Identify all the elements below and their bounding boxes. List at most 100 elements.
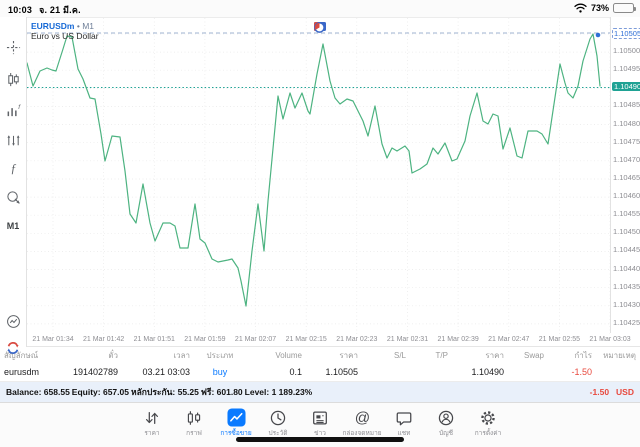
settings-icon xyxy=(479,408,497,427)
account-summary-bar[interactable]: Balance: 658.55 Equity: 657.05 หลักประกัน:… xyxy=(0,382,640,402)
tab-history[interactable]: ประวัติ xyxy=(257,408,299,438)
trade-icon xyxy=(226,408,246,427)
tab-label: กราฟ xyxy=(186,430,202,437)
crosshair-icon[interactable] xyxy=(0,38,26,56)
position-cell: eurusdm xyxy=(4,367,40,377)
chart-symbol-description: Euro vs US Dollar xyxy=(31,31,99,41)
quotes-icon xyxy=(143,408,161,427)
time-tick-label: 21 Mar 02:07 xyxy=(234,336,277,343)
column-header: เวลา xyxy=(173,350,190,360)
status-time-date: 10:03 จ. 21 มี.ค. xyxy=(8,3,81,17)
position-cell: 1.10490 xyxy=(471,367,504,377)
time-tick-label: 21 Mar 01:34 xyxy=(32,336,74,343)
history-icon xyxy=(269,408,287,427)
chart-preview-icon[interactable] xyxy=(0,312,26,330)
price-tick-label: 1.10440 xyxy=(613,263,640,273)
price-tick-label: 1.10430 xyxy=(613,299,640,309)
function-icon[interactable]: ƒ xyxy=(0,159,26,177)
price-chart[interactable] xyxy=(27,18,610,334)
column-header: ราคา xyxy=(339,350,358,360)
tab-settings[interactable]: การตั้งค่า xyxy=(467,408,509,438)
account-metric: Balance: 658.55 xyxy=(6,387,70,397)
news-calendar-icon[interactable] xyxy=(0,339,26,357)
column-header: ประเภท xyxy=(206,350,234,360)
account-summary-text: Balance: 658.55 Equity: 657.05 หลักประกัน:… xyxy=(6,385,314,399)
price-tick-label: 1.10445 xyxy=(613,245,640,255)
candles-icon[interactable] xyxy=(0,70,26,88)
positions-table-header: สัญลักษณ์ ตั๋ว เวลา ประเภท Volume ราคา S/L T/P ร… xyxy=(0,347,640,363)
position-marker-dot xyxy=(595,32,601,38)
clock-marker-icon[interactable] xyxy=(314,22,325,33)
price-tick-label: 1.10435 xyxy=(613,281,640,291)
position-cell: 0.1 xyxy=(289,367,302,377)
chart-symbol-header[interactable]: EURUSDm • M1 Euro vs US Dollar xyxy=(31,21,99,41)
tab-label: ประวัติ xyxy=(268,430,288,437)
tab-accounts[interactable]: บัญชี xyxy=(425,408,467,438)
column-header: Swap xyxy=(523,350,544,360)
account-metric: ฟรี: 601.80 xyxy=(200,387,243,397)
positions-table: สัญลักษณ์ ตั๋ว เวลา ประเภท Volume ราคา S/L T/P ร… xyxy=(0,347,640,382)
chat-icon xyxy=(395,408,413,427)
wifi-icon xyxy=(574,3,587,13)
svg-text:ƒ: ƒ xyxy=(10,161,16,175)
status-right: 73% xyxy=(574,3,636,13)
time-tick-label: 21 Mar 01:59 xyxy=(184,336,226,343)
column-header: ตั๋ว xyxy=(108,350,118,360)
indicators-icon[interactable]: f xyxy=(0,101,26,119)
tab-quotes[interactable]: ราคา xyxy=(131,408,173,438)
tab-news[interactable]: ข่าว xyxy=(299,408,341,438)
column-header: หมายเหตุ xyxy=(603,350,636,360)
chart-symbol-title: EURUSDm • M1 xyxy=(31,21,99,31)
symbol-name: EURUSDm xyxy=(31,21,75,31)
mailbox-icon: @ xyxy=(353,408,372,427)
column-header: S/L xyxy=(393,350,406,360)
status-time: 10:03 xyxy=(8,5,33,15)
tab-charts[interactable]: กราฟ xyxy=(173,408,215,438)
column-header: กำไร xyxy=(574,350,592,360)
position-cell: 191402789 xyxy=(72,367,118,377)
chart-plot[interactable]: EURUSDm • M1 Euro vs US Dollar xyxy=(27,17,610,334)
account-metric: Level: 1 189.23% xyxy=(244,387,313,397)
account-icon xyxy=(437,408,455,427)
time-tick-label: 21 Mar 02:55 xyxy=(538,336,581,343)
position-cell: buy xyxy=(212,367,228,377)
time-tick-label: 21 Mar 02:31 xyxy=(386,336,429,343)
chart-toolbar: f ƒ M1 xyxy=(0,17,27,354)
profit-value: -1.50 xyxy=(589,387,610,397)
tab-trade[interactable]: การซื้อขาย xyxy=(215,408,257,438)
time-tick-label: 21 Mar 01:51 xyxy=(133,336,175,343)
price-line-series xyxy=(27,33,601,307)
ask-price-label: 1.10505 xyxy=(612,28,640,39)
sliders-icon[interactable] xyxy=(0,131,26,149)
time-tick-label: 21 Mar 02:23 xyxy=(336,336,378,343)
time-tick-label: 21 Mar 02:15 xyxy=(285,336,327,343)
tab-label: บัญชี xyxy=(438,430,454,437)
battery-icon xyxy=(613,3,636,13)
tab-label: แชท xyxy=(397,430,411,437)
price-axis[interactable]: 1.10505 1.10500 1.10495 1.10490 1.10485 1.104… xyxy=(610,17,640,333)
news-icon xyxy=(311,408,329,427)
bid-price-label: 1.10490 xyxy=(612,82,640,92)
account-metric: หลักประกัน: 55.25 xyxy=(130,387,199,397)
svg-text:@: @ xyxy=(354,409,369,426)
tab-label: การซื้อขาย xyxy=(220,430,252,437)
column-header: สัญลักษณ์ xyxy=(4,350,39,360)
svg-text:f: f xyxy=(18,104,21,111)
column-header: ราคา xyxy=(485,350,504,360)
home-indicator[interactable] xyxy=(236,437,404,442)
tab-mailbox[interactable]: @ กล่องจดหมาย xyxy=(341,408,383,438)
objects-icon[interactable] xyxy=(0,188,26,206)
position-row[interactable]: eurusdm 191402789 03.21 03:03 buy 0.1 1.10505… xyxy=(0,363,640,382)
tab-label: ราคา xyxy=(144,430,160,437)
account-profit: -1.50 USD xyxy=(590,387,634,397)
position-cell: 03.21 03:03 xyxy=(142,367,190,377)
tab-chat[interactable]: แชท xyxy=(383,408,425,438)
bottom-tab-bar: ราคา กราฟ การซื้อขาย ประวัติ ข่าว @ กล่องจดหมา… xyxy=(0,402,640,447)
timeframe-label[interactable]: M1 xyxy=(6,221,20,231)
symbol-bullet: • xyxy=(76,21,80,31)
price-tick-label: 1.10475 xyxy=(613,136,640,146)
status-bar: 10:03 จ. 21 มี.ค. 73% xyxy=(0,0,640,17)
time-axis[interactable]: 21 Mar 01:34 21 Mar 01:42 21 Mar 01:51 21 M… xyxy=(27,333,640,347)
time-tick-label: 21 Mar 02:47 xyxy=(488,336,530,343)
